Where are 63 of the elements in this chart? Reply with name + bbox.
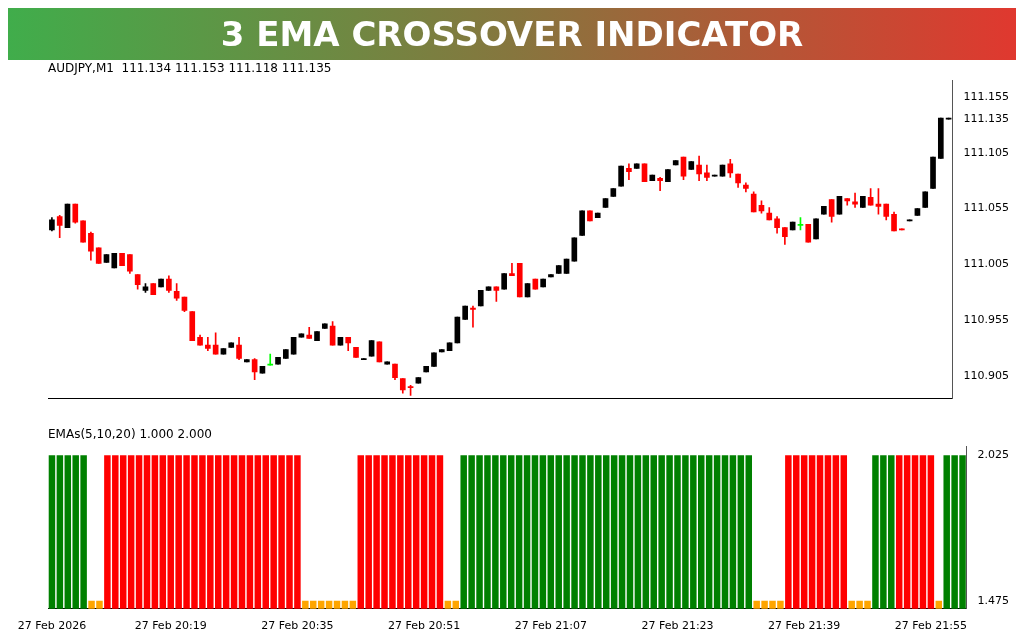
- candlestick: [540, 278, 546, 288]
- candlestick: [633, 163, 640, 169]
- y-tick-label: 111.105: [963, 145, 1010, 159]
- y-tick-label: 1.475: [977, 593, 1010, 607]
- candlestick: [813, 218, 819, 240]
- y-tick-label: 110.955: [963, 313, 1010, 327]
- candlestick: [805, 223, 812, 243]
- candlestick: [930, 156, 936, 189]
- candlestick: [672, 160, 679, 166]
- candlestick: [150, 283, 157, 296]
- x-tick-label: 27 Feb 21:55: [894, 619, 967, 633]
- candlestick: [821, 206, 827, 215]
- candlestick: [594, 212, 601, 218]
- chart-subtitle: AUDJPY,M1 111.134 111.153 111.118 111.135: [48, 61, 332, 76]
- candlestick: [711, 174, 718, 177]
- candlestick: [275, 357, 281, 365]
- candlestick: [610, 188, 617, 197]
- y-tick-label: 111.005: [963, 257, 1010, 271]
- candlestick: [95, 247, 102, 264]
- candlestick: [665, 169, 671, 183]
- chart-title: EMAs(5,10,20) 1.000 2.000: [48, 427, 212, 442]
- candlestick: [353, 347, 359, 358]
- candlestick: [587, 210, 593, 222]
- candlestick: [321, 323, 328, 329]
- candlestick: [477, 289, 484, 307]
- x-tick-label: 27 Feb 20:35: [261, 619, 334, 633]
- candlestick: [462, 305, 468, 320]
- x-tick-label: 27 Feb 21:23: [641, 619, 714, 633]
- candlestick: [516, 263, 523, 298]
- x-tick-label: 27 Feb 21:39: [768, 619, 841, 633]
- candlestick: [922, 191, 929, 208]
- candlestick: [899, 228, 905, 231]
- y-tick-label: 2.025: [977, 448, 1010, 462]
- candlestick: [860, 196, 866, 208]
- candlestick: [548, 274, 554, 278]
- candlestick: [119, 253, 125, 267]
- candlestick: [244, 359, 250, 363]
- candlestick: [501, 273, 507, 290]
- candlestick: [438, 349, 445, 353]
- y-tick-label: 111.155: [963, 89, 1010, 103]
- y-tick-label: 111.055: [963, 201, 1010, 215]
- candlestick: [80, 220, 86, 243]
- candlestick: [314, 331, 320, 341]
- x-tick-label: 27 Feb 21:07: [514, 619, 587, 633]
- x-tick-label: 27 Feb 20:19: [134, 619, 207, 633]
- candlestick: [423, 366, 430, 373]
- candlestick: [111, 253, 118, 269]
- candlestick: [431, 352, 437, 367]
- candlestick: [228, 342, 235, 348]
- candlestick: [579, 210, 585, 236]
- y-tick-label: 110.905: [963, 369, 1010, 383]
- y-tick-label: 111.135: [963, 112, 1010, 126]
- candlestick: [618, 165, 624, 187]
- candlestick: [937, 117, 944, 159]
- chart-title: 3 EMA CROSSOVER INDICATOR: [8, 8, 1016, 60]
- candlestick: [649, 174, 656, 181]
- x-tick-label: 27 Feb 20:51: [388, 619, 461, 633]
- x-tick-label: 27 Feb 2026: [17, 619, 87, 633]
- candlestick: [555, 265, 562, 274]
- candlestick: [158, 278, 164, 288]
- candlestick: [189, 311, 196, 341]
- candlestick: [688, 161, 695, 170]
- candlestick: [282, 349, 289, 359]
